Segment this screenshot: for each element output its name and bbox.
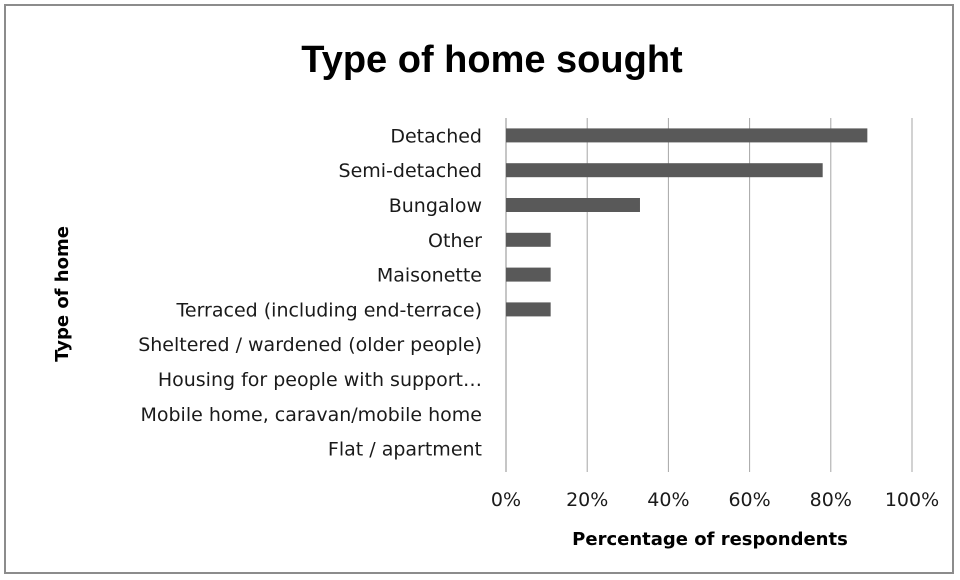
x-tick-labels: 0% 20% 40% 60% 80% 100% bbox=[491, 489, 939, 511]
category-label: Mobile home, caravan/mobile home bbox=[140, 404, 482, 426]
x-tick-label: 80% bbox=[810, 489, 852, 511]
category-label: Maisonette bbox=[377, 265, 482, 287]
bar bbox=[506, 267, 551, 282]
bar bbox=[506, 163, 823, 178]
x-tick-label: 20% bbox=[566, 489, 608, 511]
bar bbox=[506, 302, 551, 317]
bar-chart: Type of home sought Detached Semi-detache… bbox=[52, 39, 939, 550]
x-tick-label: 100% bbox=[885, 489, 939, 511]
bars bbox=[506, 128, 868, 317]
bar bbox=[506, 128, 868, 143]
category-label: Semi-detached bbox=[339, 160, 482, 182]
x-axis-title: Percentage of respondents bbox=[572, 529, 848, 550]
x-tick-label: 40% bbox=[647, 489, 689, 511]
x-tick-label: 0% bbox=[491, 489, 521, 511]
category-label: Housing for people with support… bbox=[158, 369, 482, 391]
category-label: Bungalow bbox=[389, 195, 482, 217]
y-axis-title: Type of home bbox=[52, 226, 73, 362]
category-labels: Detached Semi-detached Bungalow Other Maison… bbox=[138, 125, 482, 460]
chart-frame: Type of home sought Detached Semi-detache… bbox=[4, 4, 954, 574]
category-label: Terraced (including end-terrace) bbox=[176, 299, 482, 321]
category-label: Detached bbox=[390, 125, 482, 147]
category-label: Flat / apartment bbox=[328, 439, 482, 461]
x-tick-label: 60% bbox=[728, 489, 770, 511]
category-label: Other bbox=[428, 230, 482, 252]
chart-title: Type of home sought bbox=[301, 39, 683, 81]
bar bbox=[506, 198, 640, 212]
category-label: Sheltered / wardened (older people) bbox=[138, 334, 482, 356]
bar bbox=[506, 232, 551, 247]
